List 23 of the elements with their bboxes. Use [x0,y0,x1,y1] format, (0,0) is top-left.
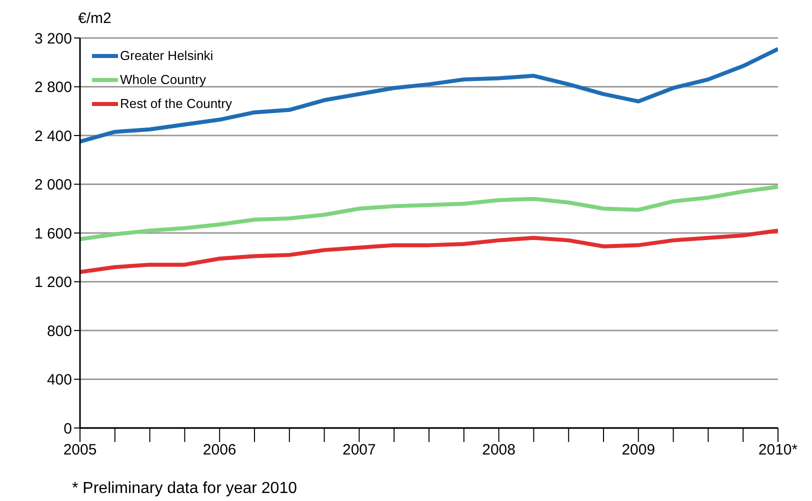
line-series [80,46,778,144]
y-tick-label: 800 [46,322,72,340]
line-series [80,184,778,242]
text: * Preliminary data for year 2010 [72,480,298,498]
x-tick-label: 2009 [622,442,656,459]
x-tick-label: 2006 [202,442,236,459]
legend-label: Rest of the Country [120,95,232,113]
x-tick-label: 2008 [482,442,516,459]
x-tick-label: 2005 [63,442,97,459]
y-tick-label: 400 [46,372,72,389]
line-series [80,228,778,274]
legend-label: Greater Helsinki [120,47,214,65]
y-tick-label: 0 [64,420,72,438]
y-tick-label: 2 000 [34,176,72,194]
x-tick-label: 2007 [342,442,376,459]
y-tick-label: 1 600 [34,225,72,242]
y-tick-label: 2 400 [34,128,72,145]
y-tick-label: 2 800 [34,79,72,96]
legend-label: Whole Country [120,71,206,89]
x-tick-label: 2010* [758,442,798,459]
y-tick-label: 1 200 [34,274,72,292]
y-tick-label: 3 200 [34,30,72,48]
y-axis-title: €/m2 [78,10,112,27]
